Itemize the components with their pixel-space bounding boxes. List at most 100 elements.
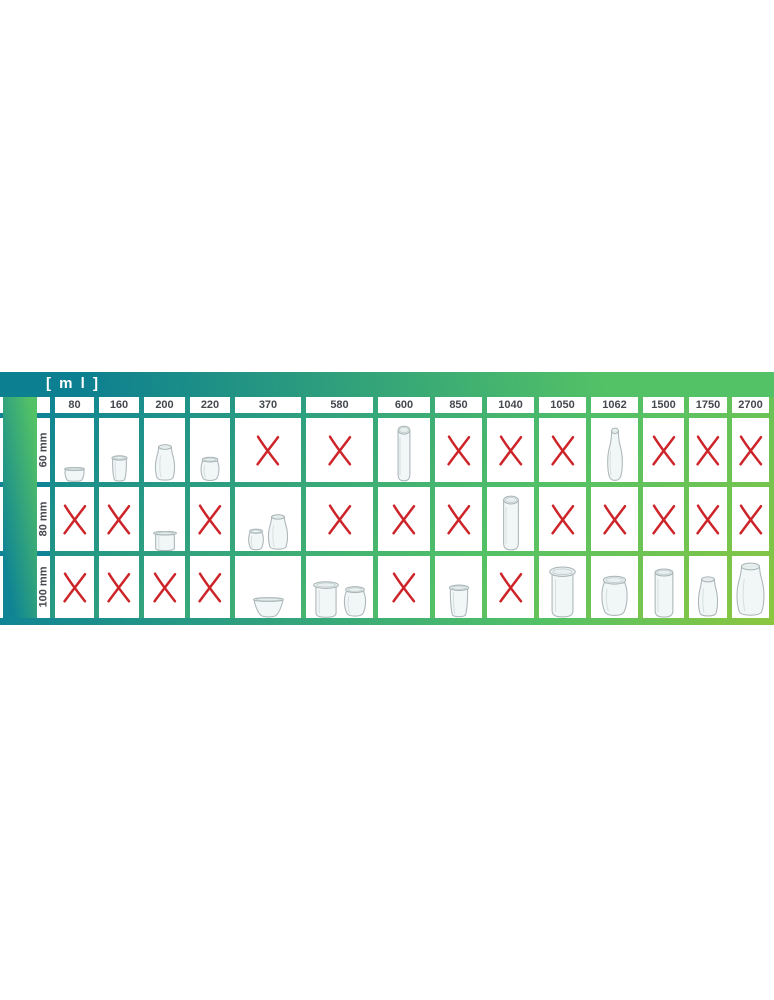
jar-tulip-icon — [268, 514, 288, 550]
cell-80mm-850ml — [435, 487, 482, 551]
column-header-370ml: 370 — [235, 397, 301, 413]
jar-cylinder-flat-lid-icon — [549, 566, 576, 618]
red-x-icon — [62, 572, 86, 602]
cell-100mm-600ml — [378, 556, 430, 618]
cell-80mm-1750ml — [689, 487, 727, 551]
jar-ball-lid-icon — [248, 529, 264, 550]
jar-mold-icon — [111, 455, 127, 482]
red-x-icon — [392, 572, 416, 602]
juice-bottle-icon — [606, 427, 623, 481]
row-label-60mm-text: 60 mm — [37, 432, 50, 468]
red-x-icon — [738, 504, 762, 534]
ml-header-bar: [ m l ] — [0, 372, 774, 397]
red-x-icon — [651, 435, 675, 465]
cell-100mm-580ml — [306, 556, 373, 618]
cell-80mm-1062ml — [591, 487, 638, 551]
red-x-icon — [107, 504, 131, 534]
red-x-icon — [696, 504, 720, 534]
table-bottom-line — [0, 618, 774, 625]
cell-100mm-160ml — [99, 556, 139, 618]
cell-80mm-80ml — [55, 487, 94, 551]
cell-100mm-220ml — [190, 556, 230, 618]
red-x-icon — [498, 435, 522, 465]
cell-100mm-80ml — [55, 556, 94, 618]
cell-60mm-220ml — [190, 418, 230, 482]
jar-ball-lid-icon — [343, 586, 366, 617]
cell-60mm-200ml — [144, 418, 185, 482]
column-header-580ml: 580 — [306, 397, 373, 413]
jar-ball-lid-icon — [200, 457, 220, 481]
cell-60mm-1750ml — [689, 418, 727, 482]
cell-100mm-850ml — [435, 556, 482, 618]
column-header-1040ml: 1040 — [487, 397, 534, 413]
red-x-icon — [198, 572, 222, 602]
jar-tall-cylinder-icon — [654, 568, 673, 618]
jar-tulip-icon — [736, 562, 765, 616]
cell-80mm-160ml — [99, 487, 139, 551]
red-x-icon — [446, 504, 470, 534]
cell-60mm-580ml — [306, 418, 373, 482]
left-gradient-bar — [3, 397, 37, 618]
column-header-200ml: 200 — [144, 397, 185, 413]
column-header-600ml: 600 — [378, 397, 430, 413]
red-x-icon — [602, 504, 626, 534]
cell-80mm-1500ml — [643, 487, 684, 551]
cell-100mm-370ml — [235, 556, 301, 618]
jar-tulip-icon — [698, 576, 718, 617]
cell-60mm-2700ml — [732, 418, 769, 482]
jar-cylinder-flat-lid-icon — [152, 531, 177, 551]
red-x-icon — [62, 504, 86, 534]
red-x-icon — [198, 504, 222, 534]
column-header-1062ml: 1062 — [591, 397, 638, 413]
cell-80mm-600ml — [378, 487, 430, 551]
cell-60mm-160ml — [99, 418, 139, 482]
jar-tall-cylinder-icon — [397, 425, 411, 482]
cell-100mm-1750ml — [689, 556, 727, 618]
red-x-icon — [696, 435, 720, 465]
red-x-icon — [446, 435, 470, 465]
column-header-850ml: 850 — [435, 397, 482, 413]
row-label-100mm: 100 mm — [36, 556, 50, 618]
cell-60mm-1500ml — [643, 418, 684, 482]
cell-100mm-1050ml — [539, 556, 586, 618]
red-x-icon — [327, 435, 351, 465]
cell-60mm-370ml — [235, 418, 301, 482]
red-x-icon — [107, 572, 131, 602]
cell-60mm-600ml — [378, 418, 430, 482]
cell-80mm-220ml — [190, 487, 230, 551]
cell-80mm-1040ml — [487, 487, 534, 551]
jar-tall-cylinder-icon — [502, 495, 519, 551]
red-x-icon — [550, 504, 574, 534]
jar-cylinder-flat-lid-icon — [312, 581, 339, 618]
column-header-1750ml: 1750 — [689, 397, 727, 413]
row-label-60mm: 60 mm — [36, 418, 50, 482]
column-header-1050ml: 1050 — [539, 397, 586, 413]
cell-60mm-850ml — [435, 418, 482, 482]
cell-60mm-1050ml — [539, 418, 586, 482]
ml-unit-label: [ m l ] — [46, 375, 100, 392]
cell-80mm-1050ml — [539, 487, 586, 551]
column-header-220ml: 220 — [190, 397, 230, 413]
red-x-icon — [651, 504, 675, 534]
cell-100mm-1040ml — [487, 556, 534, 618]
size-table: 80 160 200 220 370 580 600 850 1040 1050 1062 1500 1… — [50, 397, 774, 618]
row-label-80mm-text: 80 mm — [37, 501, 50, 537]
cell-100mm-2700ml — [732, 556, 769, 618]
cell-60mm-80ml — [55, 418, 94, 482]
column-header-160ml: 160 — [99, 397, 139, 413]
cell-80mm-200ml — [144, 487, 185, 551]
cell-80mm-2700ml — [732, 487, 769, 551]
red-x-icon — [327, 504, 351, 534]
cell-80mm-370ml — [235, 487, 301, 551]
cell-100mm-1500ml — [643, 556, 684, 618]
red-x-icon — [550, 435, 574, 465]
red-x-icon — [498, 572, 522, 602]
red-x-icon — [392, 504, 416, 534]
jar-ball-lid-icon — [601, 575, 628, 616]
column-header-80ml: 80 — [55, 397, 94, 413]
cell-100mm-200ml — [144, 556, 185, 618]
red-x-icon — [152, 572, 176, 602]
cell-100mm-1062ml — [591, 556, 638, 618]
red-x-icon — [738, 435, 762, 465]
